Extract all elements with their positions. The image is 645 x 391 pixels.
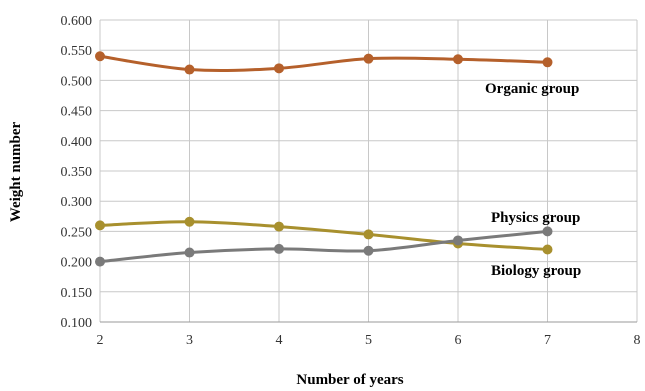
y-tick-label: 0.350 <box>61 165 93 180</box>
x-tick-label: 8 <box>634 333 641 348</box>
x-tick-label: 7 <box>544 333 551 348</box>
organic-group-line <box>98 54 549 72</box>
physics-group-point <box>95 220 105 231</box>
y-tick-label: 0.200 <box>61 256 93 271</box>
physics-group-label: Physics group <box>491 210 580 226</box>
y-tick-label: 0.550 <box>61 44 93 59</box>
x-axis-title: Number of years <box>296 372 403 388</box>
physics-group-line <box>98 220 549 252</box>
organic-group-label: Organic group <box>485 81 579 97</box>
y-axis-title: Weight number <box>8 121 24 222</box>
organic-group-point <box>542 57 553 68</box>
series-lines <box>95 51 553 267</box>
organic-group-point <box>453 54 463 65</box>
y-tick-label: 0.450 <box>61 105 93 120</box>
biology-group-label: Biology group <box>491 263 581 279</box>
biology-group-point <box>363 245 374 256</box>
organic-group-point <box>95 51 105 62</box>
physics-group-point <box>184 216 195 227</box>
organic-group-point <box>184 64 195 75</box>
biology-group-point <box>95 256 105 267</box>
y-tick-label: 0.250 <box>61 225 93 240</box>
x-tick-label: 5 <box>365 333 372 348</box>
y-tick-label: 0.600 <box>61 14 93 29</box>
biology-group-line <box>98 229 549 264</box>
x-tick-label: 3 <box>186 333 193 348</box>
biology-group-point <box>184 247 195 258</box>
y-tick-label: 0.100 <box>61 316 93 331</box>
grid <box>99 19 638 323</box>
x-tick-label: 4 <box>276 333 283 348</box>
biology-group-point <box>274 243 284 254</box>
axes: 0.100 0.150 0.200 0.250 0.300 0.350 0.400 0.450… <box>61 14 641 348</box>
x-tick-label: 6 <box>455 333 462 348</box>
x-tick-label: 2 <box>97 333 104 348</box>
y-tick-label: 0.500 <box>61 74 93 89</box>
y-tick-label: 0.150 <box>61 286 93 301</box>
biology-group-point <box>542 226 553 237</box>
organic-group-point <box>363 53 374 64</box>
organic-group-point <box>274 63 284 74</box>
series-labels: Organic group Physics group Biology group <box>485 81 581 279</box>
y-tick-label: 0.400 <box>61 135 93 150</box>
physics-group-point <box>363 229 374 240</box>
physics-group-point <box>274 221 284 232</box>
physics-group-point <box>542 244 553 255</box>
y-tick-label: 0.300 <box>61 195 93 210</box>
biology-group-point <box>453 235 463 246</box>
